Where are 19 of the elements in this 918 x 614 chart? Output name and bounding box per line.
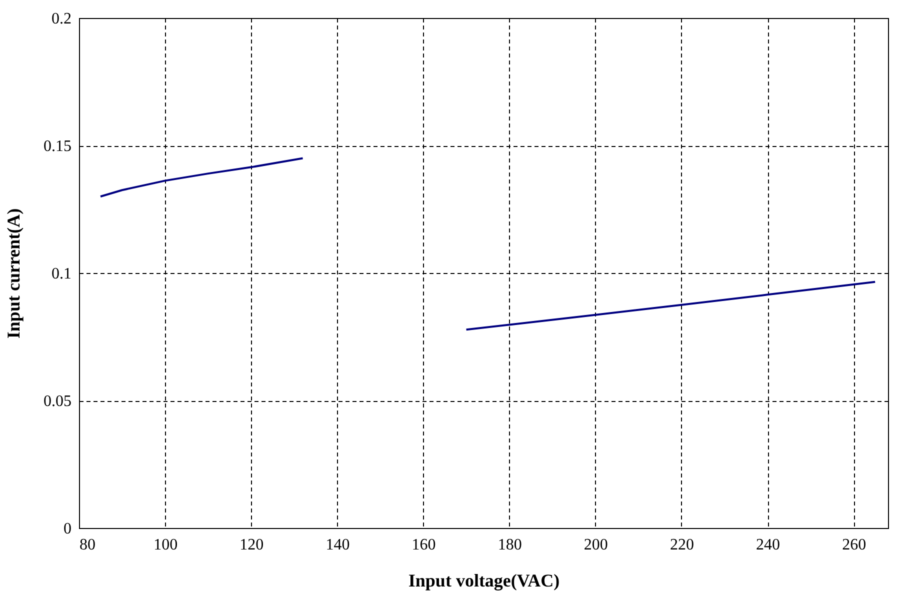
y-axis-title: Input current(A) [4, 208, 24, 339]
y-tick-label: 0.05 [44, 393, 72, 410]
x-tick-label: 240 [756, 536, 780, 554]
x-tick-label: 200 [584, 536, 608, 554]
x-tick-label: 80 [80, 536, 96, 554]
x-tick-label: 160 [412, 536, 436, 554]
y-tick-label: 0.15 [44, 138, 72, 155]
y-tick-label: 0 [64, 520, 72, 538]
x-tick-label: 180 [498, 536, 522, 554]
x-tick-label: 140 [326, 536, 350, 554]
x-tick-label: 100 [154, 536, 178, 554]
y-tick-label: 0.1 [52, 266, 72, 282]
x-tick-label: 220 [670, 536, 694, 554]
y-tick-label: 0.2 [52, 10, 72, 28]
line-series [100, 157, 304, 198]
x-tick-label: 120 [240, 536, 264, 554]
line-series [465, 280, 876, 331]
x-tick-label: 260 [842, 536, 866, 554]
x-axis-title: Input voltage(VAC) [408, 570, 560, 590]
